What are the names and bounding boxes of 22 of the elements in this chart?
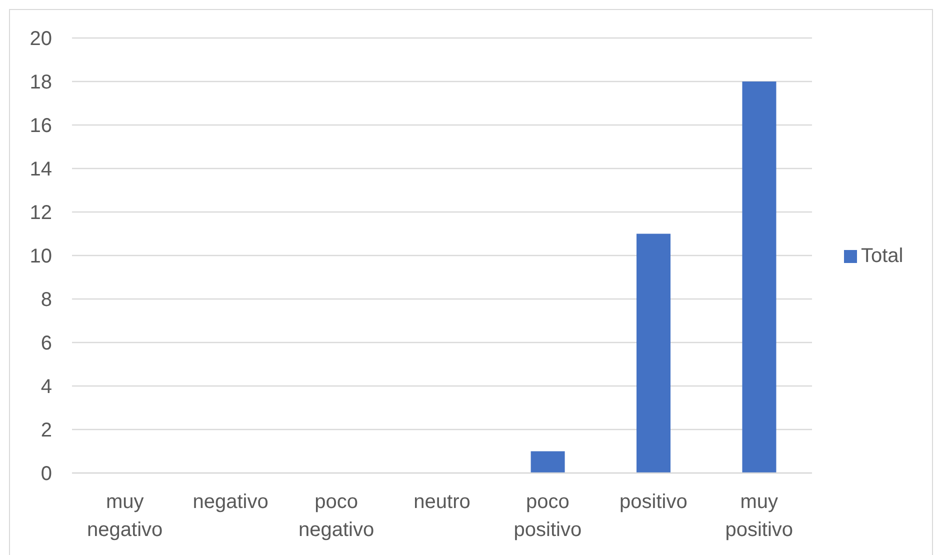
x-tick-label: negativo bbox=[192, 491, 268, 514]
x-tick-label: poco negativo bbox=[298, 491, 374, 542]
x-tick-label: positivo bbox=[620, 491, 688, 514]
y-tick-label: 20 bbox=[30, 28, 52, 50]
y-tick-label: 8 bbox=[40, 289, 52, 312]
x-tick-label: muy positivo bbox=[725, 491, 794, 542]
y-tick-label: 4 bbox=[40, 376, 52, 398]
x-tick-label: muy negativo bbox=[87, 491, 163, 542]
y-tick-label: 10 bbox=[30, 246, 52, 268]
x-tick-label: neutro bbox=[414, 491, 470, 514]
bar bbox=[636, 234, 671, 473]
y-tick-label: 2 bbox=[40, 420, 52, 442]
y-tick-label: 14 bbox=[30, 158, 52, 181]
y-tick-label: 12 bbox=[30, 202, 52, 224]
y-tick-label: 18 bbox=[30, 72, 52, 94]
y-tick-label: 6 bbox=[40, 332, 52, 355]
bar bbox=[530, 451, 565, 473]
y-tick-label: 16 bbox=[30, 115, 52, 138]
legend-label: Total bbox=[861, 244, 904, 266]
y-tick-label: 0 bbox=[40, 463, 52, 486]
x-tick-label: poco positivo bbox=[514, 491, 582, 542]
bar bbox=[742, 82, 776, 473]
